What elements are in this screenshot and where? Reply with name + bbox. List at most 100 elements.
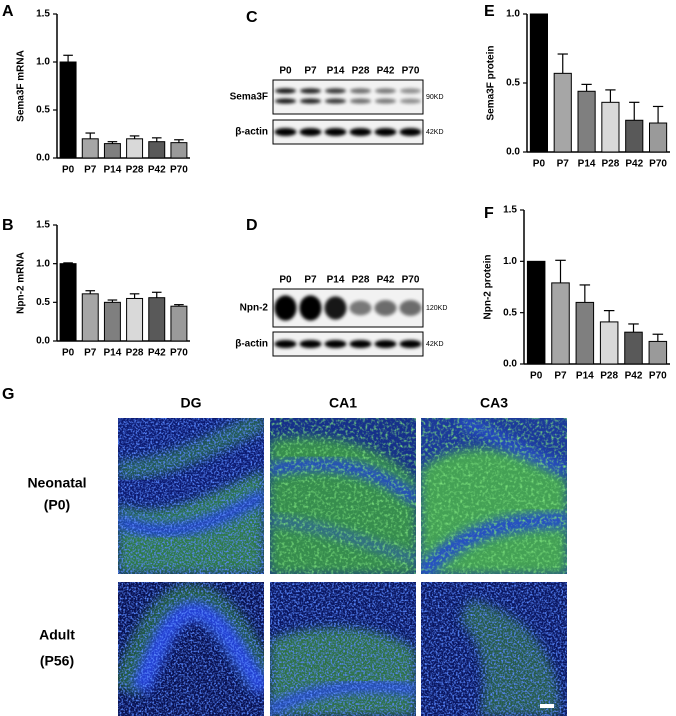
x-tick-label: P70 (649, 371, 667, 382)
blot-band (274, 340, 297, 348)
x-tick-label: P0 (530, 371, 543, 382)
bar (59, 263, 77, 342)
x-tick-label: P0 (62, 348, 75, 359)
panel-label: A (2, 3, 14, 20)
blot-band (375, 98, 396, 104)
micrograph (421, 582, 567, 716)
x-tick-label: P28 (600, 371, 618, 382)
row-label: (P0) (44, 497, 70, 513)
bar (103, 143, 121, 159)
bar (575, 301, 595, 365)
x-tick-label: P70 (170, 348, 188, 359)
blot-row-label: Npn-2 (240, 303, 269, 314)
x-tick-label: P70 (649, 159, 667, 170)
blot-size-label: 42KD (426, 341, 444, 348)
y-tick-label: 1.0 (506, 9, 520, 20)
y-tick-label: 0.5 (36, 297, 50, 308)
blot-row-label: Sema3F (230, 92, 268, 103)
blot-frame (272, 331, 424, 357)
micrograph-images (118, 418, 567, 716)
bar (170, 305, 188, 342)
micrograph (270, 582, 416, 716)
blot-band (299, 295, 322, 321)
blot-band (275, 98, 296, 104)
bar (649, 122, 668, 153)
y-axis-label: Npn-2 protein (483, 255, 494, 320)
micrograph (270, 418, 416, 574)
lane-label: P70 (402, 275, 420, 286)
blot-band (399, 340, 422, 348)
y-tick-label: 0.0 (506, 147, 520, 158)
blot-band (350, 98, 371, 104)
blot-size-label: 90KD (426, 94, 444, 101)
lane-label: P42 (377, 275, 395, 286)
blot-size-label: 42KD (426, 129, 444, 136)
panel-label: G (2, 386, 14, 403)
lane-label: P0 (279, 66, 292, 77)
row-label: Adult (39, 627, 75, 643)
x-tick-label: P28 (126, 348, 144, 359)
x-tick-label: P14 (104, 165, 122, 176)
x-tick-label: P0 (62, 165, 75, 176)
y-axis-label: Npn-2 mRNA (16, 252, 27, 314)
blot-frame (272, 288, 424, 328)
blot-row-label: β-actin (235, 127, 268, 138)
y-tick-label: 1.5 (36, 220, 50, 231)
y-axis-label: Sema3F protein (486, 45, 497, 120)
bar (625, 119, 644, 153)
row-label: (P56) (40, 653, 74, 669)
bar (526, 260, 546, 365)
y-tick-label: 0.5 (506, 78, 520, 89)
blot-row-label: β-actin (235, 339, 268, 350)
blot-frame (272, 79, 424, 115)
lane-label: P14 (327, 66, 345, 77)
bar (577, 90, 596, 153)
micrograph (118, 582, 264, 716)
bar (551, 282, 570, 365)
y-tick-label: 1.0 (36, 57, 50, 68)
y-tick-label: 0.0 (36, 336, 50, 347)
column-label: CA1 (329, 395, 357, 411)
panel-label: D (246, 217, 258, 234)
lane-label: P70 (402, 66, 420, 77)
blot-band (374, 300, 397, 316)
blot-band (399, 300, 422, 316)
panel-label: E (484, 3, 495, 20)
blot-band (324, 340, 347, 348)
y-tick-label: 0.0 (503, 359, 517, 370)
x-tick-label: P0 (533, 159, 546, 170)
blot-band (299, 340, 322, 348)
bar (126, 297, 144, 342)
bar (529, 13, 548, 153)
blot-frame (272, 119, 424, 145)
x-tick-label: P14 (576, 371, 594, 382)
blot-band (375, 88, 396, 94)
blot-band (399, 128, 422, 136)
panel-label: F (484, 205, 494, 222)
bar (624, 331, 643, 365)
x-tick-label: P42 (625, 159, 643, 170)
y-tick-label: 1.5 (36, 9, 50, 20)
blot-band (349, 300, 372, 316)
x-tick-label: P70 (170, 165, 188, 176)
blot-band (400, 98, 421, 104)
bar (601, 101, 620, 153)
x-tick-label: P7 (557, 159, 570, 170)
blot-band (300, 98, 321, 104)
lane-label: P0 (279, 275, 292, 286)
y-tick-label: 0.0 (36, 153, 50, 164)
bar (599, 321, 619, 365)
blot-band (349, 128, 372, 136)
blot-band (324, 128, 347, 136)
x-tick-label: P28 (602, 159, 620, 170)
blot-band (274, 128, 297, 136)
bar (81, 138, 99, 159)
bar (126, 138, 144, 159)
micrograph (421, 418, 567, 574)
lane-label: P28 (352, 275, 370, 286)
y-tick-label: 1.5 (503, 205, 517, 216)
lane-label: P7 (304, 275, 317, 286)
bar (148, 297, 166, 342)
bar (103, 301, 121, 342)
blot-band (275, 88, 296, 94)
